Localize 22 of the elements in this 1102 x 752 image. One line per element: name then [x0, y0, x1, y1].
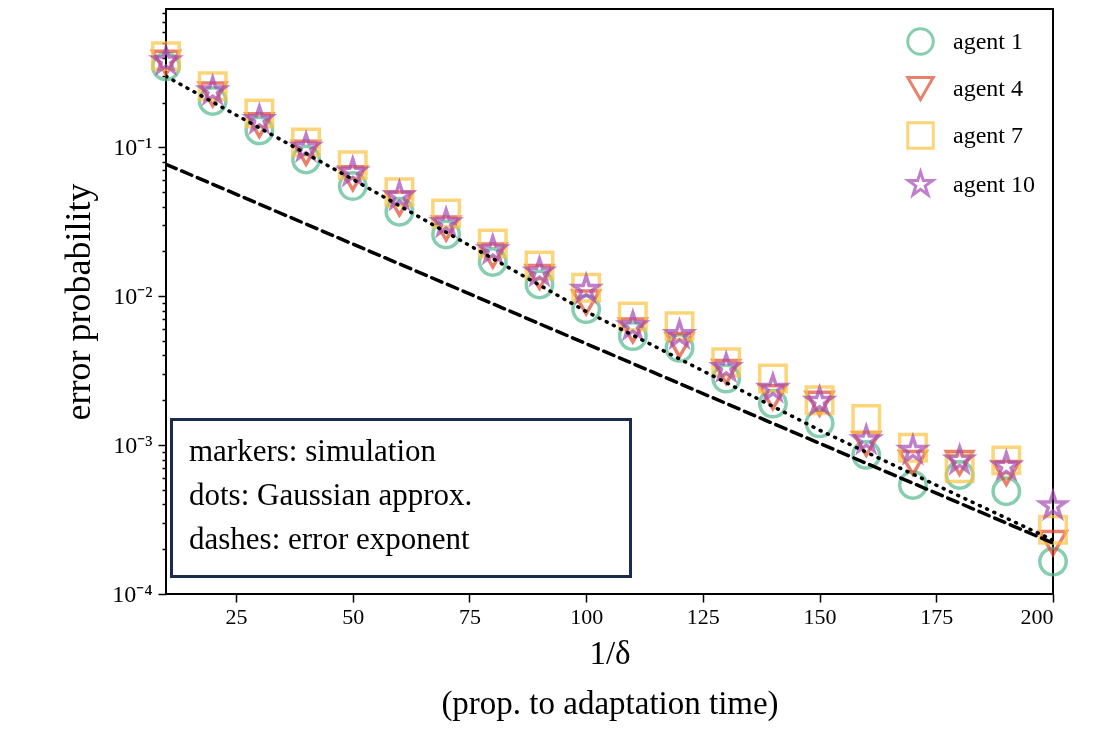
y-tick-label: 10⁻³ [113, 431, 153, 458]
x-tick-label: 75 [458, 603, 481, 629]
y-tick-label: 10⁻² [113, 282, 153, 309]
x-tick-label: 150 [803, 603, 837, 629]
x-tick-label: 200 [1020, 603, 1054, 629]
legend-label: agent 1 [953, 27, 1023, 54]
x-tick-label: 100 [570, 603, 604, 629]
y-tick-label: 10⁻⁴ [112, 580, 153, 607]
y-tick-label: 10⁻¹ [113, 133, 153, 160]
legend-label: agent 10 [953, 170, 1035, 197]
note-box: markers: simulation dots: Gaussian approx. dashes: error exponent [170, 418, 632, 578]
x-tick-label: 50 [342, 603, 365, 629]
legend-label: agent 4 [953, 74, 1023, 101]
legend-label: agent 7 [953, 121, 1023, 148]
annotation: dots: Gaussian approx. [189, 476, 474, 514]
annotation: dashes: error exponent [189, 520, 471, 558]
annotation: markers: simulation [189, 432, 438, 470]
y-axis-title: error probability [58, 183, 99, 421]
x-axis-title: 1/δ (prop. to adaptation time) [441, 634, 779, 722]
x-tick-label: 25 [225, 603, 248, 629]
x-tick-label: 175 [920, 603, 954, 629]
x-tick-label: 125 [686, 603, 720, 629]
